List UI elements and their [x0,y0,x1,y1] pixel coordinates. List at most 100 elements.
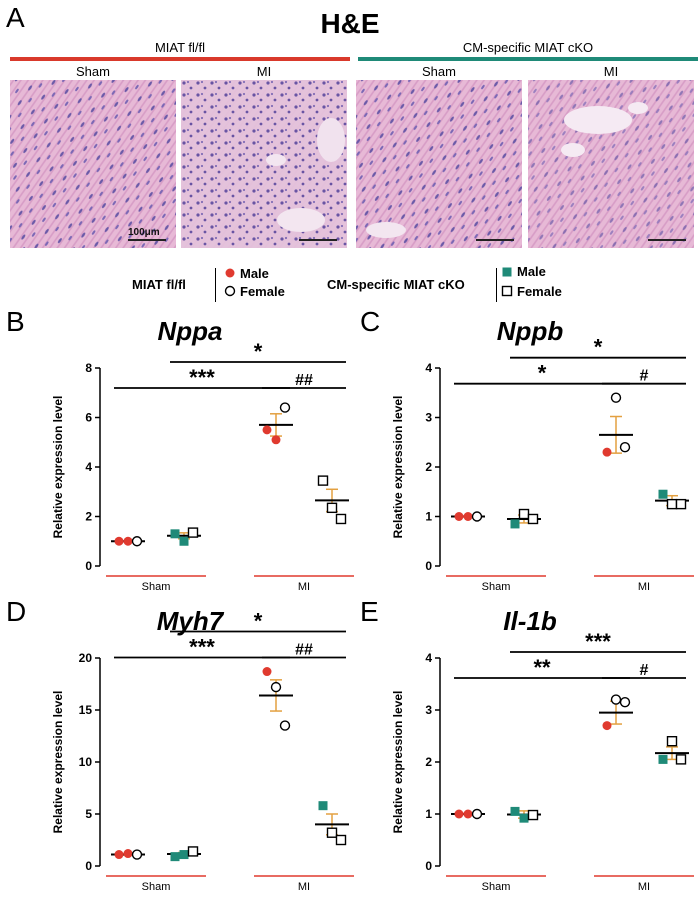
female-circle-point [471,511,483,522]
y-axis-label: Relative expression level [51,396,65,539]
y-tick-label: 3 [425,411,432,425]
y-tick-label: 4 [85,460,92,474]
female-circle-point [131,536,143,547]
legend-group1-male: Male [240,266,269,281]
y-tick-label: 1 [425,807,432,821]
y-tick-label: 5 [85,807,92,821]
legend-group1-label: MIAT fl/fl [132,277,186,292]
cond-label-sham-1: Sham [76,64,110,79]
male-circle-point [123,536,133,546]
histology-image-flfl-sham: 100μm [10,80,176,248]
male-circle-point [123,849,133,859]
female-square-point [187,527,199,538]
legend-group2-female: Female [517,284,562,299]
female-square-point [527,809,539,821]
female-square-point [317,475,329,486]
y-axis-label: Relative expression level [51,691,65,834]
female-square-point [326,827,338,838]
female-circle-point [270,681,282,693]
y-tick-label: 4 [425,361,432,375]
male-square-point [510,519,520,529]
he-title: H&E [320,8,380,39]
scale-bar-label: 100μm [128,227,160,238]
group-label: Sham [142,881,171,893]
y-axis-label: Relative expression level [391,396,405,539]
female-circle-point [619,696,631,708]
y-tick-label: 20 [79,651,93,665]
female-square-point [335,834,347,846]
male-circle-point [602,447,612,457]
cond-label-mi-2: MI [603,64,619,79]
female-square-point [527,513,539,525]
female-square-point [518,508,530,520]
female-circle-point [610,694,622,705]
chart-il1b: Il-1b 0 1 2 3 4 Relative expression level Sham M… [391,606,694,893]
group-label-miat-flfl: MIAT fl/fl [154,40,206,55]
male-circle-point [463,809,473,819]
female-square-point [326,502,338,514]
histology-image-cko-sham [356,80,522,248]
legend-male-square-icon [502,267,512,277]
group-label: Sham [142,581,171,593]
legend-group1-female: Female [240,284,285,299]
male-circle-point [271,435,281,445]
female-circle-point [619,441,631,453]
y-axis-label: Relative expression level [391,691,405,834]
female-square-point [666,735,678,747]
y-tick-label: 4 [425,651,432,665]
legend-group2-label: CM-specific MIAT cKO [327,277,465,292]
male-square-point [658,489,668,499]
y-tick-label: 2 [425,460,432,474]
panel-c-letter: C [360,306,381,337]
y-tick-label: 2 [85,510,92,524]
male-circle-point [262,667,272,677]
male-square-point [519,813,529,823]
y-tick-label: 1 [425,510,432,524]
female-square-point [335,513,347,525]
chart-title: Il-1b [503,606,557,636]
panel-e-letter: E [360,596,379,627]
significance-label: *** [189,365,215,390]
group-label: MI [638,581,650,593]
cond-label-sham-2: Sham [422,64,456,79]
female-circle-point [279,720,291,731]
panel-a-letter: A [6,2,25,33]
histology-image-flfl-mi [181,80,347,248]
male-square-point [179,850,189,860]
group-label: MI [638,881,650,893]
legend-male-circle-icon [225,268,235,278]
male-square-point [658,754,668,764]
y-tick-label: 0 [85,859,92,873]
panel-d-letter: D [6,596,27,627]
significance-label: ## [295,642,313,659]
female-square-point [666,498,678,510]
histology-image-cko-mi [528,80,694,248]
significance-label: # [640,662,649,679]
chart-nppb: Nppb 0 1 2 3 4 Relative expression level Sham MI… [391,316,694,593]
chart-title: Nppb [497,316,564,346]
y-tick-label: 0 [425,859,432,873]
group-label-cko: CM-specific MIAT cKO [462,40,594,55]
legend-divider-1 [215,268,216,302]
female-circle-point [131,849,143,860]
significance-label: * [594,335,603,360]
female-square-point [675,754,687,765]
significance-label: *** [585,629,611,654]
male-circle-point [463,512,473,521]
group-label: MI [298,881,310,893]
legend-female-square-icon [501,285,513,297]
male-square-point [170,529,180,539]
y-tick-label: 0 [85,559,92,573]
male-square-point [510,806,520,816]
male-circle-point [262,425,272,435]
significance-label: * [254,339,263,364]
significance-label: *** [189,635,215,660]
group-bar-cko [358,57,698,61]
panel-b-letter: B [6,306,25,337]
legend-group2-male: Male [517,264,546,279]
male-square-point [170,852,180,862]
significance-label: ## [295,372,313,389]
male-circle-point [602,721,612,731]
female-circle-point [279,402,291,413]
